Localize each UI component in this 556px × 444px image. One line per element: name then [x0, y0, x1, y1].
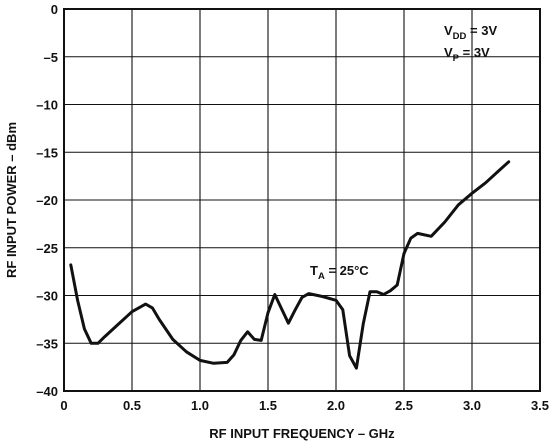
x-tick-label: 3.5 — [531, 398, 549, 413]
x-axis-label: RF INPUT FREQUENCY – GHz — [209, 426, 395, 441]
x-tick-label: 2.5 — [395, 398, 413, 413]
rf-power-curve — [69, 160, 511, 370]
y-tick-label: –40 — [36, 384, 58, 399]
y-tick-label: –10 — [36, 98, 58, 113]
y-tick-label: –20 — [36, 193, 58, 208]
y-axis-label: RF INPUT POWER – dBm — [4, 122, 19, 278]
x-tick-label: 1.0 — [191, 398, 209, 413]
x-tick-label: 0.5 — [123, 398, 141, 413]
x-tick-label: 0 — [60, 398, 67, 413]
y-tick-label: –25 — [36, 241, 58, 256]
y-tick-label: –35 — [36, 336, 58, 351]
x-tick-label: 1.5 — [259, 398, 277, 413]
tick-labels: 0 0.5 1.0 1.5 2.0 2.5 3.0 3.5 0 –5 –10 –15 –20 –25 –30… — [36, 2, 549, 413]
y-tick-label: 0 — [51, 2, 58, 17]
y-tick-label: –5 — [44, 50, 58, 65]
annotation-vdd: VDD = 3V — [444, 23, 497, 42]
x-tick-label: 2.0 — [327, 398, 345, 413]
annotation-ta: TA = 25°C — [310, 263, 369, 282]
plot-frame — [63, 8, 541, 392]
annotation-vp: VP = 3V — [444, 45, 490, 64]
grid — [63, 8, 541, 392]
y-tick-label: –30 — [36, 289, 58, 304]
y-tick-label: –15 — [36, 145, 58, 160]
x-tick-label: 3.0 — [463, 398, 481, 413]
